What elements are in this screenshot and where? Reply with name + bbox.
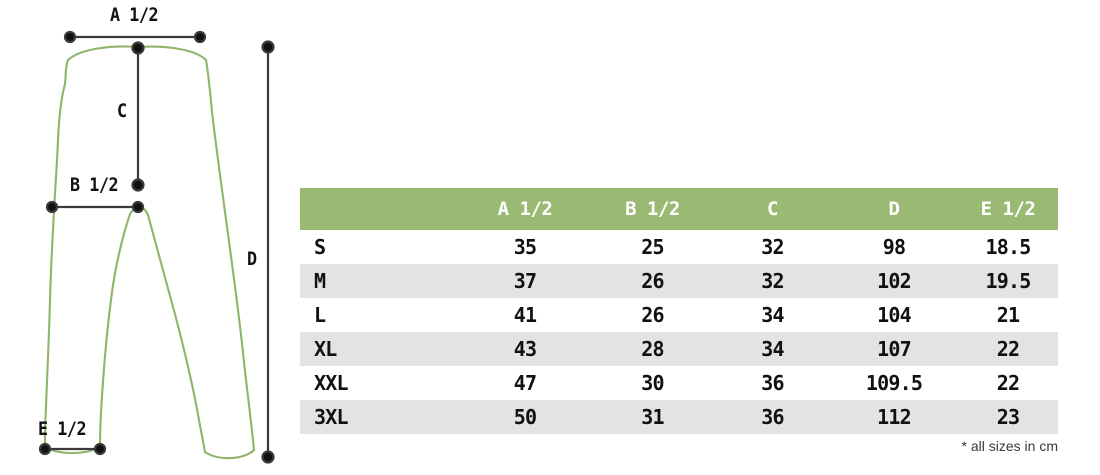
dimension-label-a: A 1/2	[110, 4, 159, 26]
cell-measurement: 34	[761, 303, 784, 327]
dimension-label-e: E 1/2	[38, 418, 87, 440]
dimension-label-d: D	[247, 248, 257, 270]
cell-size: S	[314, 235, 326, 259]
cell-measurement: 104	[877, 303, 912, 327]
size-table-container: A 1/2 B 1/2 C D E 1/2 S 35 25 32 98 18.5 M 37 26…	[300, 188, 1058, 434]
size-table-head: A 1/2 B 1/2 C D E 1/2	[300, 188, 1058, 230]
table-row: XXL 47 30 36 109.5 22	[300, 366, 1058, 400]
cell-measurement: 31	[590, 400, 715, 434]
cell-size: 3XL	[300, 400, 460, 434]
cell-measurement: 26	[590, 264, 715, 298]
table-row: 3XL 50 31 36 112 23	[300, 400, 1058, 434]
measure-line-c	[131, 41, 145, 192]
header-row: A 1/2 B 1/2 C D E 1/2	[300, 188, 1058, 230]
cell-measurement: 22	[958, 332, 1058, 366]
cell-measurement: 32	[715, 264, 830, 298]
size-table-body: S 35 25 32 98 18.5 M 37 26 32 102 19.5 L 41 26 34 104 21 X…	[300, 230, 1058, 434]
garment-diagram: A 1/2 C B 1/2 D E 1/2	[0, 0, 290, 475]
column-header-e: E 1/2	[958, 188, 1058, 230]
column-header-a: A 1/2	[460, 188, 590, 230]
cell-measurement: 19.5	[958, 264, 1058, 298]
cell-measurement: 102	[830, 264, 958, 298]
cell-measurement: 21	[996, 303, 1020, 327]
cell-measurement: 36	[715, 400, 830, 434]
dimension-label-c: C	[117, 100, 127, 122]
measure-line-b	[45, 200, 145, 214]
table-row: S 35 25 32 98 18.5	[300, 230, 1058, 264]
cell-size: XXL	[314, 371, 349, 395]
pants-drawing-svg	[38, 30, 275, 464]
column-header-c: C	[715, 188, 830, 230]
table-row: L 41 26 34 104 21	[300, 298, 1058, 332]
cell-measurement: 47	[513, 371, 537, 395]
cell-measurement: 36	[761, 371, 784, 395]
cell-measurement: 22	[996, 371, 1020, 395]
dimension-label-b: B 1/2	[70, 174, 119, 196]
cell-size: L	[314, 303, 326, 327]
cell-measurement: 28	[590, 332, 715, 366]
cell-measurement: 35	[513, 235, 537, 259]
units-footnote: * all sizes in cm	[961, 438, 1058, 454]
measure-line-a	[63, 30, 207, 44]
cell-measurement: 109.5	[865, 371, 923, 395]
cell-measurement: 32	[761, 235, 784, 259]
measurement-lines	[38, 30, 275, 464]
cell-size: XL	[300, 332, 460, 366]
table-row: M 37 26 32 102 19.5	[300, 264, 1058, 298]
pants-outline-icon	[43, 45, 256, 460]
cell-measurement: 107	[830, 332, 958, 366]
cell-measurement: 25	[641, 235, 664, 259]
cell-measurement: 112	[830, 400, 958, 434]
cell-measurement: 37	[460, 264, 590, 298]
cell-measurement: 50	[460, 400, 590, 434]
column-header-b: B 1/2	[590, 188, 715, 230]
cell-measurement: 23	[958, 400, 1058, 434]
cell-measurement: 30	[641, 371, 664, 395]
measure-line-e	[38, 442, 107, 456]
cell-measurement: 34	[715, 332, 830, 366]
cell-size: M	[300, 264, 460, 298]
cell-measurement: 41	[513, 303, 537, 327]
cell-measurement: 98	[882, 235, 906, 259]
column-header-size	[300, 188, 460, 230]
table-row: XL 43 28 34 107 22	[300, 332, 1058, 366]
measure-line-d	[261, 40, 275, 464]
size-table: A 1/2 B 1/2 C D E 1/2 S 35 25 32 98 18.5 M 37 26…	[300, 188, 1058, 434]
cell-measurement: 26	[641, 303, 664, 327]
cell-measurement: 43	[460, 332, 590, 366]
column-header-d: D	[830, 188, 958, 230]
cell-measurement: 18.5	[985, 235, 1032, 259]
